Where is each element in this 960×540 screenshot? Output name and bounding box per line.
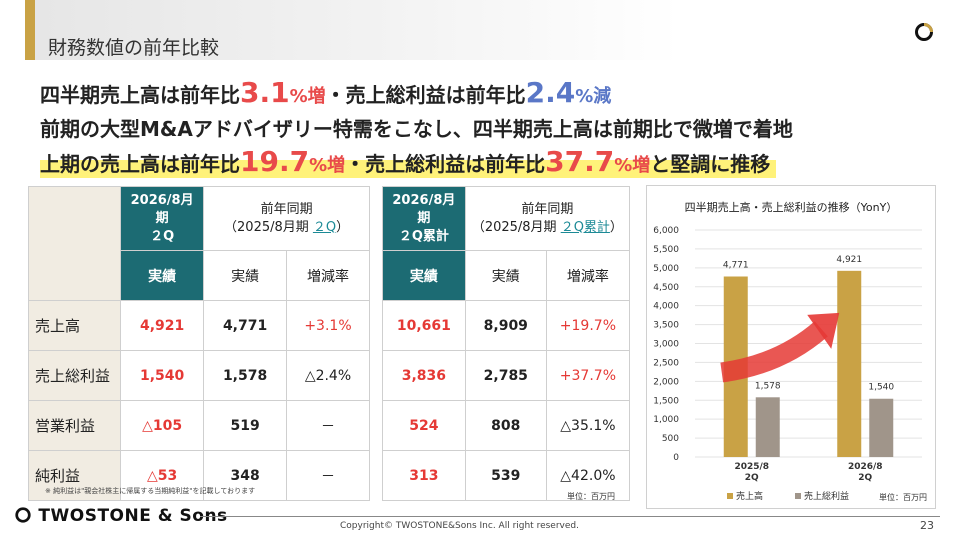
- header-band: [35, 0, 895, 60]
- bar-chart: 四半期売上高・売上総利益の推移（YonY） 0 500 1,000 1,500 2,000…: [653, 200, 927, 502]
- y-tick-label: 4,000: [653, 302, 679, 312]
- table-unit-label: 単位：百万円: [567, 492, 615, 501]
- sub-header: 増減率: [545, 250, 631, 301]
- cell-rate: △35.1%: [545, 400, 631, 451]
- x-tick-label: 2Q: [858, 473, 872, 483]
- cell-current: 313: [382, 450, 466, 501]
- cell-previous: 348: [203, 450, 287, 501]
- y-tick-label: 2,000: [653, 377, 679, 387]
- sub-header: 実績: [464, 250, 547, 301]
- bar: [755, 397, 780, 457]
- y-tick-label: 5,000: [653, 264, 679, 274]
- x-tick-label: 2Q: [745, 473, 759, 483]
- y-tick-label: 3,500: [653, 321, 679, 331]
- cell-rate: －: [285, 450, 371, 501]
- legend-label: 売上高: [736, 490, 763, 502]
- table-row: 10,661 8,909 +19.7%: [382, 300, 631, 351]
- data-label: 4,921: [836, 255, 862, 265]
- sub-header: 実績: [120, 250, 205, 301]
- y-tick-label: 5,500: [653, 245, 679, 255]
- chart-unit-label: 単位：百万円: [879, 492, 927, 502]
- row-label: 売上高: [27, 300, 122, 351]
- y-tick-label: 500: [662, 434, 679, 444]
- legend-swatch: [727, 493, 733, 499]
- footnote: ※ 純利益は"親会社株主に帰属する当期純利益"を記載しております: [45, 487, 256, 495]
- y-tick-label: 4,500: [653, 283, 679, 293]
- cell-rate: +19.7%: [545, 300, 631, 351]
- chart-panel: 四半期売上高・売上総利益の推移（YonY） 0 500 1,000 1,500 2,000…: [646, 185, 936, 509]
- footer-ring-icon: [15, 507, 31, 523]
- table-row: 3,836 2,785 +37.7%: [382, 350, 631, 401]
- cell-current: 4,921: [120, 300, 205, 351]
- cell-rate: +3.1%: [285, 300, 371, 351]
- data-label: 4,771: [723, 260, 749, 270]
- y-tick-label: 1,000: [653, 415, 679, 425]
- cell-current: △105: [120, 400, 205, 451]
- headline-1: 四半期売上高は前年比3.1%増・売上総利益は前年比2.4%減: [40, 76, 612, 109]
- table-row: 純利益 △53 348 －: [27, 450, 371, 501]
- sub-header: 実績: [203, 250, 287, 301]
- quarter-table: 2026/8月期 ２Q 前年同期 （2025/8月期 ２Q） 実績 実績 増減率 売…: [27, 186, 371, 501]
- cell-current: 10,661: [382, 300, 466, 351]
- cell-previous: 1,578: [203, 350, 287, 401]
- cell-previous: 8,909: [464, 300, 547, 351]
- growth-arrow-head: [807, 312, 840, 349]
- footer-divider: [200, 516, 940, 517]
- sub-header: 実績: [382, 250, 466, 301]
- y-tick-label: 0: [673, 453, 679, 463]
- y-tick-label: 1,500: [653, 396, 679, 406]
- growth-arrow-shaft: [720, 321, 828, 383]
- row-label: 純利益: [27, 450, 122, 501]
- cell-rate: △2.4%: [285, 350, 371, 401]
- chart-title: 四半期売上高・売上総利益の推移（YonY）: [685, 200, 898, 214]
- cell-previous: 519: [203, 400, 287, 451]
- company-ring-icon: [915, 23, 933, 41]
- y-tick-label: 3,000: [653, 340, 679, 350]
- cur-header: 2026/8月期 ２Q累計: [382, 186, 466, 251]
- footer-logo: TWOSTONE & Sons: [14, 506, 228, 526]
- sub-header: 増減率: [285, 250, 371, 301]
- table-row: 売上高 4,921 4,771 +3.1%: [27, 300, 371, 351]
- prev-header: 前年同期 （2025/8月期 ２Q）: [203, 186, 370, 251]
- table-row: 売上総利益 1,540 1,578 △2.4%: [27, 350, 371, 401]
- bar: [837, 270, 862, 457]
- row-label: 営業利益: [27, 400, 122, 451]
- cumulative-table: 2026/8月期 ２Q累計 前年同期 （2025/8月期 ２Q累計） 実績 実績 増…: [382, 186, 631, 501]
- cell-current: △53: [120, 450, 205, 501]
- y-tick-label: 6,000: [653, 226, 679, 236]
- data-label: 1,540: [868, 383, 894, 393]
- cell-previous: 808: [464, 400, 547, 451]
- table-row: 524 808 △35.1%: [382, 400, 631, 451]
- page-number: 23: [920, 519, 934, 532]
- cell-current: 3,836: [382, 350, 466, 401]
- page-title: 財務数値の前年比較: [48, 37, 220, 59]
- cell-previous: 539: [464, 450, 547, 501]
- cell-rate: －: [285, 400, 371, 451]
- headline-3: 上期の売上高は前年比19.7%増・売上総利益は前年比37.7%増と堅調に推移: [40, 145, 777, 178]
- cell-current: 524: [382, 400, 466, 451]
- cur-header: 2026/8月期 ２Q: [120, 186, 205, 251]
- prev-header: 前年同期 （2025/8月期 ２Q累計）: [464, 186, 631, 251]
- headline-2: 前期の大型M&Aアドバイザリー特需をこなし、四半期売上高は前期比で微増で着地: [40, 117, 793, 141]
- copyright: Copyright© TWOSTONE&Sons Inc. All right …: [340, 521, 579, 531]
- legend-label: 売上総利益: [804, 490, 849, 502]
- cell-previous: 4,771: [203, 300, 287, 351]
- bar: [869, 398, 894, 457]
- y-tick-label: 2,500: [653, 358, 679, 368]
- x-tick-label: 2026/8: [848, 462, 883, 472]
- cell-previous: 2,785: [464, 350, 547, 401]
- row-label: 売上総利益: [27, 350, 122, 401]
- table-row: 313 539 △42.0%: [382, 450, 631, 501]
- cell-rate: △42.0%: [545, 450, 631, 501]
- data-label: 1,578: [755, 381, 781, 391]
- header-accent-bar: [25, 0, 35, 60]
- x-tick-label: 2025/8: [734, 462, 769, 472]
- corner-cell: [27, 186, 122, 301]
- legend-swatch: [795, 493, 801, 499]
- cell-current: 1,540: [120, 350, 205, 401]
- table-row: 営業利益 △105 519 －: [27, 400, 371, 451]
- cell-rate: +37.7%: [545, 350, 631, 401]
